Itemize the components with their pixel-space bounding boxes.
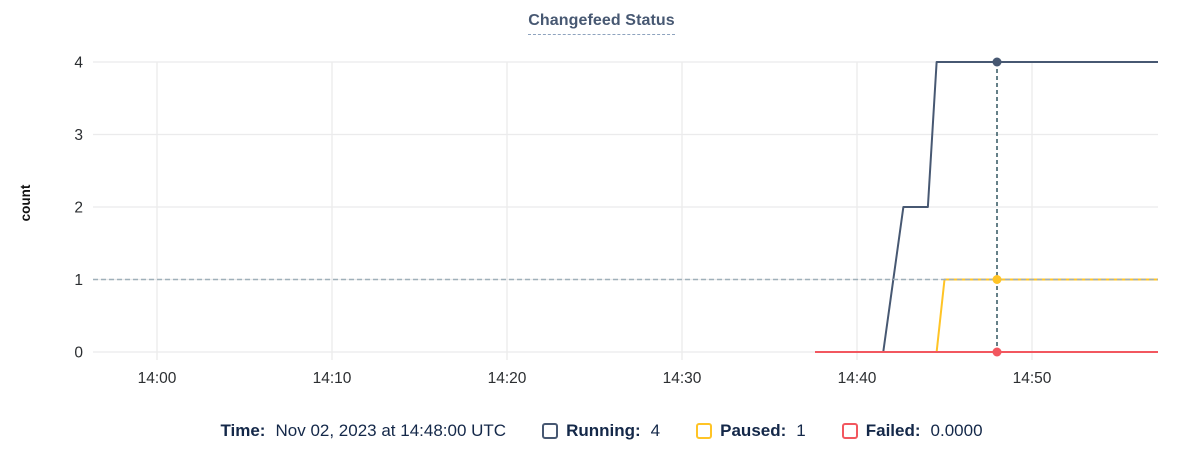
running-label: Running:: [566, 421, 641, 440]
y-axis-title: count: [18, 184, 33, 221]
failed-label: Failed:: [865, 421, 921, 440]
time-label: Time:: [220, 421, 266, 440]
paused-swatch-icon: [696, 423, 713, 439]
x-tick-label: 14:20: [488, 370, 527, 387]
hover-point-failed: [992, 347, 1002, 357]
x-tick-label: 14:40: [838, 370, 877, 387]
changefeed-status-chart[interactable]: 14:00 14:10 14:20 14:30 14:40 14:50 0 1 2 3 4 count: [0, 0, 1203, 405]
x-tick-label: 14:30: [663, 370, 702, 387]
hover-point-running: [992, 57, 1002, 67]
series-line-running: [882, 61, 1158, 353]
y-tick-label: 0: [74, 345, 83, 362]
y-tick-label: 2: [74, 200, 83, 217]
legend-item-failed: Failed: 0.0000: [841, 421, 983, 441]
legend-time-group: Time: Nov 02, 2023 at 14:48:00 UTC: [220, 421, 506, 441]
x-tick-label: 14:00: [138, 370, 177, 387]
legend-item-paused: Paused: 1: [696, 421, 806, 441]
series-line-paused: [935, 278, 1158, 353]
legend-item-running: Running: 4: [542, 421, 660, 441]
x-tick-label: 14:10: [313, 370, 352, 387]
time-value: Nov 02, 2023 at 14:48:00 UTC: [275, 421, 507, 440]
failed-value: 0.0000: [930, 421, 983, 440]
running-swatch-icon: [542, 423, 559, 439]
y-tick-label: 4: [74, 55, 83, 72]
paused-label: Paused:: [720, 421, 787, 440]
hover-point-paused: [992, 275, 1002, 284]
y-tick-label: 3: [74, 127, 83, 144]
paused-value: 1: [796, 421, 806, 440]
hover-legend: Time: Nov 02, 2023 at 14:48:00 UTC Runni…: [0, 421, 1203, 441]
y-tick-label: 1: [74, 272, 83, 289]
running-value: 4: [650, 421, 661, 440]
x-tick-label: 14:50: [1013, 370, 1052, 387]
chart-title[interactable]: Changefeed Status: [528, 12, 675, 35]
title-row: Changefeed Status: [0, 12, 1203, 35]
failed-swatch-icon: [841, 423, 858, 439]
